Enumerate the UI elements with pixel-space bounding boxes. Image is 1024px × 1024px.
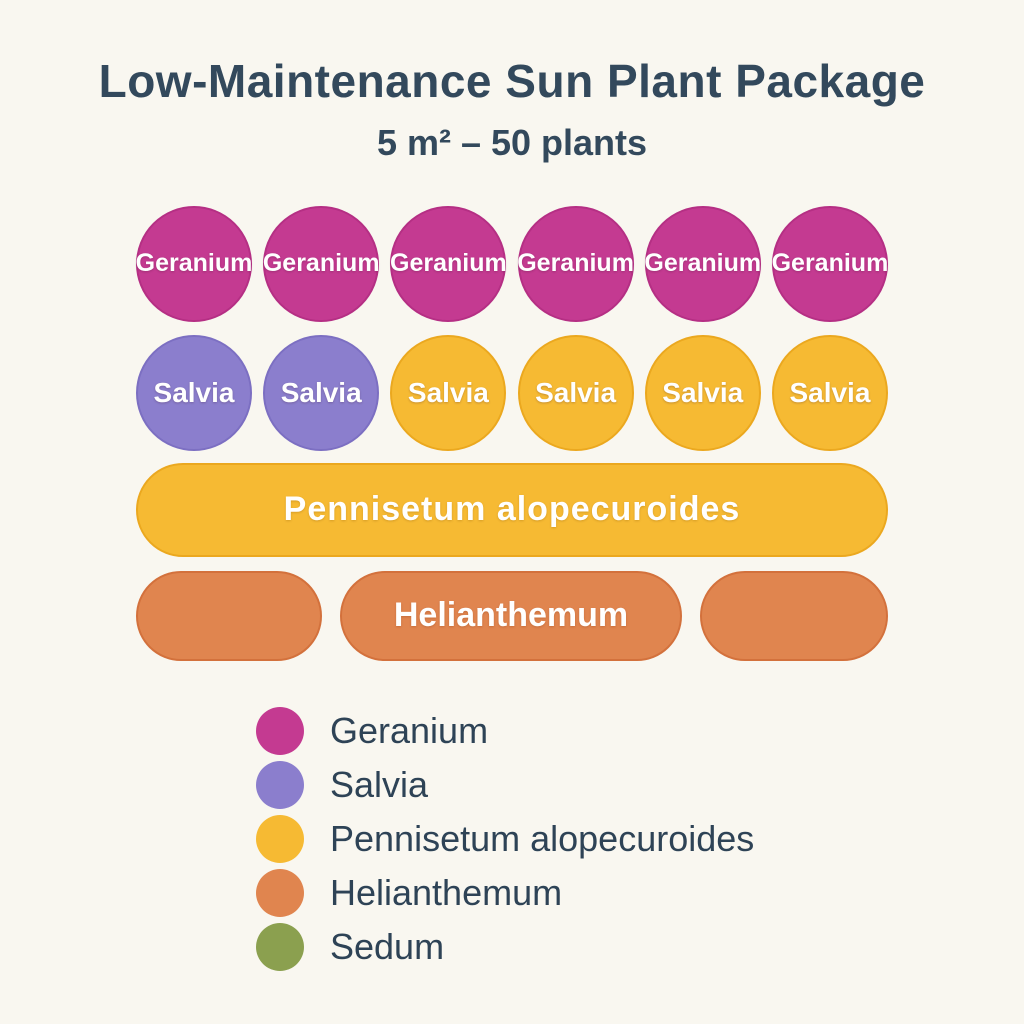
salvia-swatch-icon	[256, 760, 304, 809]
legend-item-salvia: Salvia	[256, 760, 1024, 809]
salvia-circle-purple: Salvia	[136, 334, 252, 451]
helianthemum-row: Helianthemum	[136, 570, 888, 661]
legend-label: Pennisetum alopecuroides	[330, 817, 755, 859]
legend-label: Helianthemum	[330, 871, 563, 913]
geranium-swatch-icon	[256, 706, 304, 755]
geranium-circle: Geranium	[390, 205, 507, 322]
helianthemum-swatch-icon	[256, 868, 304, 917]
geranium-circle: Geranium	[263, 205, 380, 322]
page-subtitle: 5 m² – 50 plants	[376, 121, 648, 163]
legend-label: Geranium	[330, 709, 489, 751]
legend-label: Salvia	[330, 763, 429, 805]
pennisetum-swatch-icon	[256, 814, 304, 863]
pennisetum-bar: Pennisetum alopecuroides	[136, 462, 888, 557]
salvia-circle-yellow: Salvia	[517, 334, 634, 451]
helianthemum-pill-left	[136, 570, 322, 661]
salvia-circle-purple: Salvia	[263, 334, 380, 451]
legend-item-sedum: Sedum	[256, 922, 1024, 971]
legend-item-pennisetum: Pennisetum alopecuroides	[256, 814, 1024, 863]
salvia-circle-yellow: Salvia	[771, 334, 888, 451]
page-title: Low-Maintenance Sun Plant Package	[98, 55, 926, 107]
legend: Geranium Salvia Pennisetum alopecuroides…	[256, 706, 1024, 971]
salvia-row: Salvia Salvia Salvia Salvia Salvia Salvi…	[136, 334, 888, 451]
salvia-circle-yellow: Salvia	[644, 334, 761, 451]
geranium-circle: Geranium	[136, 205, 252, 322]
sedum-swatch-icon	[256, 922, 304, 971]
salvia-circle-yellow: Salvia	[390, 334, 507, 451]
helianthemum-pill-center: Helianthemum	[340, 570, 682, 661]
geranium-circle: Geranium	[772, 205, 888, 322]
planting-diagram: Geranium Geranium Geranium Geranium Gera…	[136, 205, 888, 661]
legend-item-geranium: Geranium	[256, 706, 1024, 755]
legend-label: Sedum	[330, 925, 445, 967]
helianthemum-pill-right	[700, 570, 888, 661]
geranium-circle: Geranium	[517, 205, 634, 322]
geranium-row: Geranium Geranium Geranium Geranium Gera…	[136, 205, 888, 322]
legend-item-helianthemum: Helianthemum	[256, 868, 1024, 917]
geranium-circle: Geranium	[644, 205, 761, 322]
